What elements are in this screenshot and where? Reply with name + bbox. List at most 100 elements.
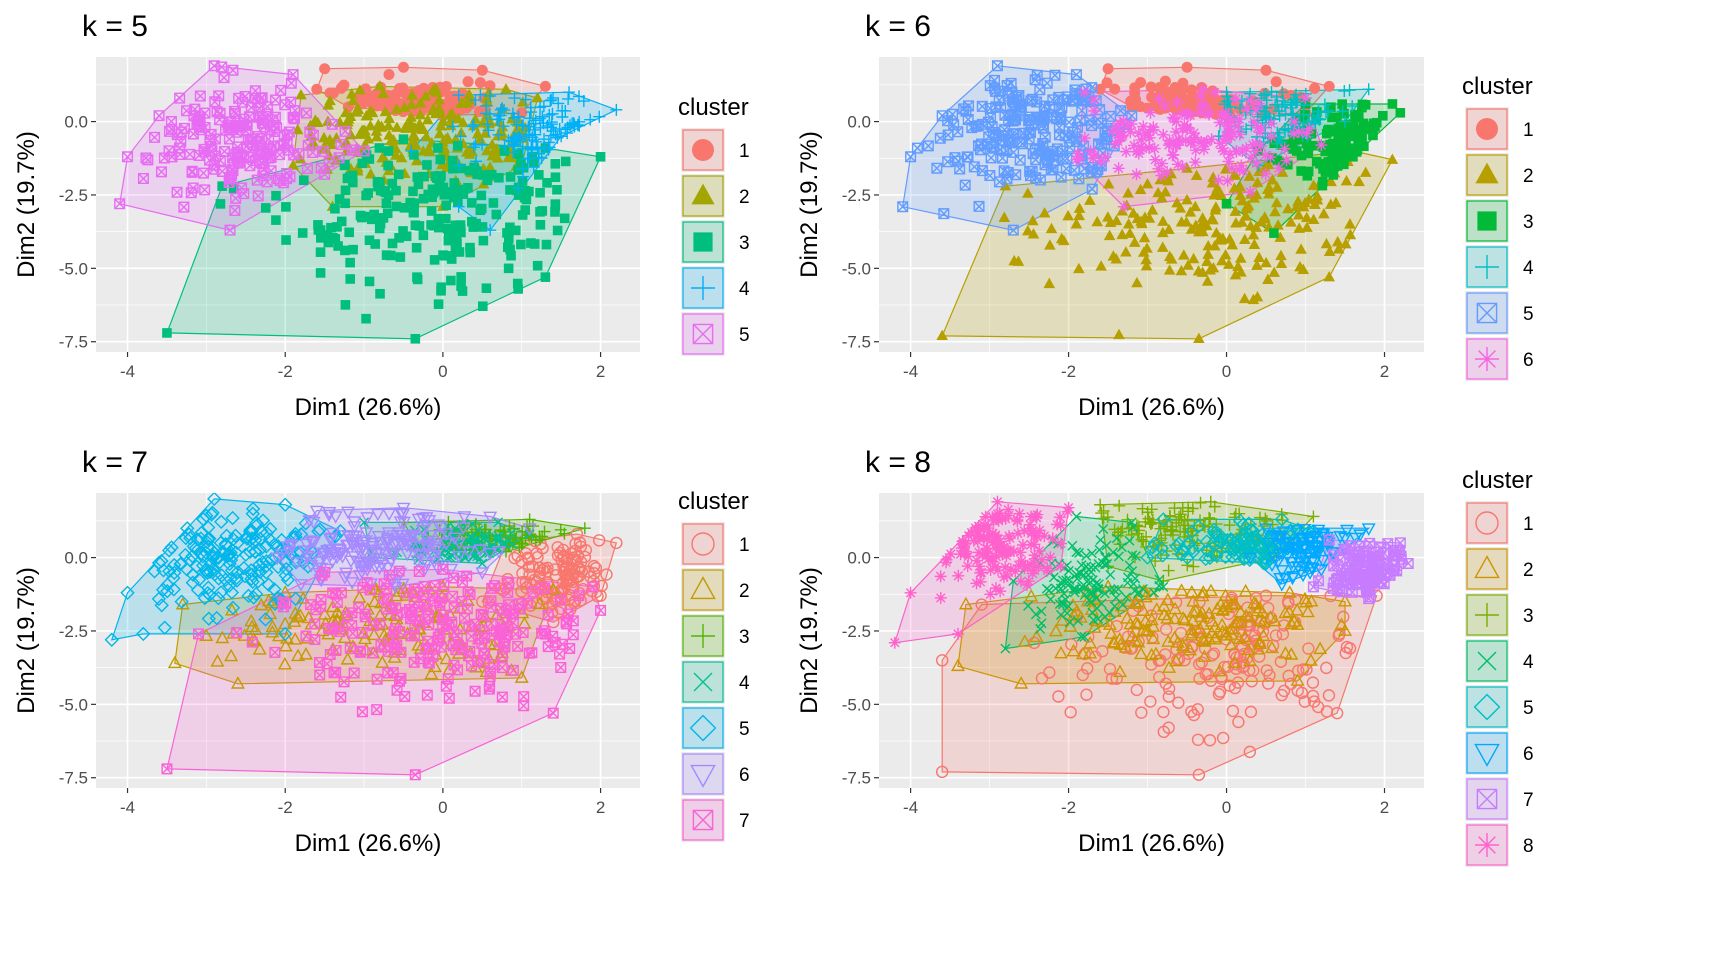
data-point (1275, 249, 1287, 261)
data-point (1097, 512, 1110, 525)
data-point (334, 194, 345, 204)
data-point (306, 516, 321, 530)
data-point (1181, 559, 1194, 572)
data-point (338, 676, 350, 688)
data-point (1212, 174, 1225, 187)
data-point (1303, 122, 1316, 135)
data-point (1311, 112, 1322, 123)
data-point (1281, 542, 1296, 555)
data-point (1250, 221, 1263, 232)
data-point (174, 594, 189, 609)
data-point (1303, 147, 1314, 157)
data-point (452, 89, 465, 102)
data-point (1083, 569, 1094, 580)
legend-key-swatch (682, 523, 724, 565)
data-point (339, 106, 352, 118)
data-point (1176, 611, 1191, 624)
data-point (300, 559, 316, 574)
data-point (408, 583, 420, 595)
data-point (1187, 127, 1200, 140)
data-point (1001, 569, 1014, 582)
data-point (1286, 543, 1301, 556)
data-point (1238, 583, 1253, 597)
data-point (1195, 99, 1208, 112)
data-point (1282, 669, 1295, 683)
data-point (1284, 616, 1299, 630)
data-point (1053, 511, 1066, 524)
data-point (394, 233, 404, 243)
legend-label: 8 (1523, 836, 1534, 857)
data-point (360, 512, 375, 525)
data-point (517, 626, 529, 638)
data-point (433, 299, 444, 309)
data-point (1120, 611, 1135, 624)
data-point (982, 552, 995, 565)
data-point (1272, 155, 1283, 166)
data-point (335, 691, 347, 703)
data-point (1276, 627, 1290, 641)
data-point (1120, 246, 1132, 257)
data-point (1136, 603, 1151, 616)
data-point (1223, 519, 1236, 532)
data-point (562, 92, 575, 105)
data-point (264, 552, 279, 567)
data-point (224, 224, 236, 236)
data-point (520, 205, 531, 215)
data-point (1171, 196, 1183, 208)
data-point (1176, 122, 1189, 135)
data-point (1182, 259, 1194, 270)
data-point (1050, 583, 1061, 594)
data-point (456, 272, 466, 282)
data-point (1044, 551, 1057, 564)
data-point (327, 587, 339, 599)
data-point (1284, 677, 1298, 691)
data-point (450, 220, 461, 231)
data-point (344, 172, 355, 183)
data-point (295, 556, 310, 570)
data-point (161, 543, 177, 558)
data-point (230, 192, 242, 204)
data-point (461, 546, 476, 559)
data-point (1325, 175, 1337, 187)
data-point (326, 118, 338, 130)
data-point (347, 521, 362, 534)
data-point (1054, 560, 1067, 573)
data-point (272, 628, 286, 642)
data-point (1240, 210, 1252, 221)
data-point (1251, 176, 1264, 188)
data-point (1247, 229, 1260, 240)
data-point (1218, 599, 1233, 612)
data-point (450, 244, 461, 255)
data-point (1124, 560, 1135, 571)
data-point (1103, 229, 1116, 241)
data-point (1191, 733, 1205, 746)
data-point (1138, 613, 1153, 627)
data-point (1223, 532, 1238, 547)
data-point (1181, 162, 1193, 173)
data-point (433, 213, 444, 224)
data-point (399, 202, 410, 213)
data-point (250, 92, 262, 104)
data-point (252, 190, 264, 202)
data-point (1290, 673, 1305, 686)
data-point (1140, 530, 1153, 543)
legend-label: 6 (1523, 744, 1534, 765)
data-point (461, 603, 473, 615)
data-point (1099, 559, 1110, 570)
data-point (587, 581, 599, 593)
data-point (1078, 86, 1091, 99)
data-point (508, 539, 518, 550)
data-point (339, 125, 351, 137)
data-point (1391, 565, 1403, 577)
data-point (1340, 174, 1353, 186)
data-point (1244, 186, 1257, 199)
data-point (1248, 115, 1261, 128)
data-point (1094, 544, 1105, 555)
data-point (1282, 597, 1295, 610)
data-point (1015, 100, 1027, 112)
data-point (383, 129, 395, 140)
data-point (1303, 653, 1318, 666)
cluster-points (888, 495, 1414, 781)
data-point (394, 507, 409, 521)
data-point (1338, 544, 1350, 556)
